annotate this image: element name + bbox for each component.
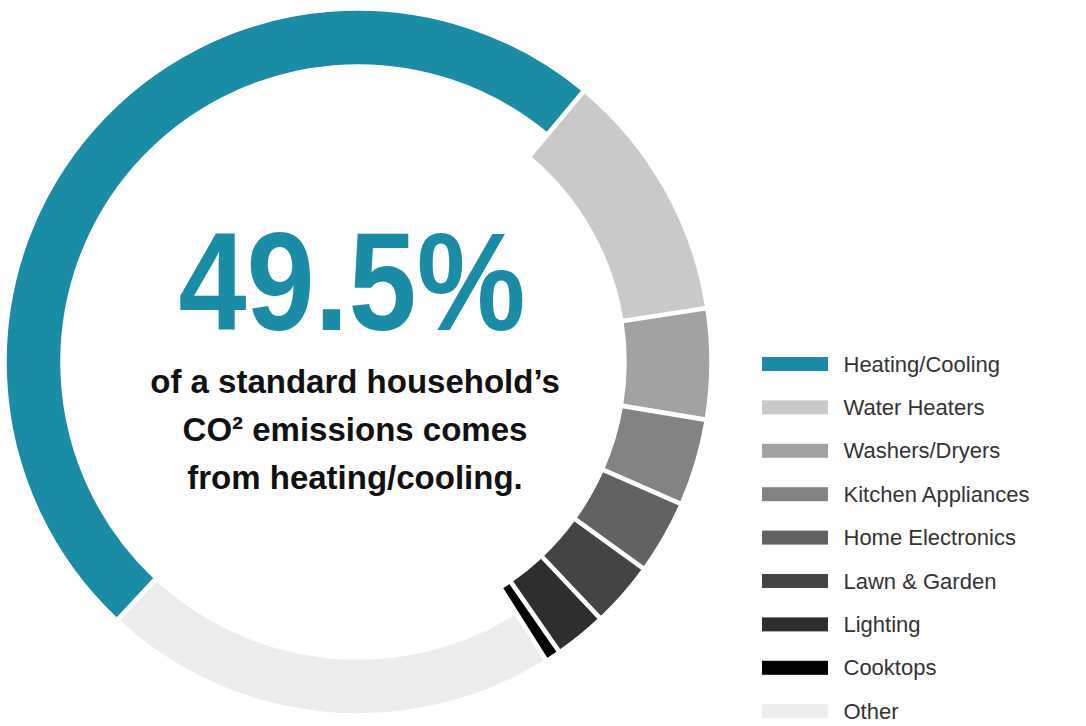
svg-text:Heating/Cooling: Heating/Cooling <box>844 352 1001 377</box>
svg-text:Washers/Dryers: Washers/Dryers <box>844 438 1001 463</box>
svg-text:CO² emissions comes: CO² emissions comes <box>183 411 528 448</box>
svg-text:Other: Other <box>844 699 899 724</box>
svg-text:49.5%: 49.5% <box>179 203 526 360</box>
svg-text:Cooktops: Cooktops <box>844 655 937 680</box>
svg-text:Home Electronics: Home Electronics <box>844 525 1016 550</box>
svg-text:Lawn & Garden: Lawn & Garden <box>844 569 997 594</box>
svg-text:of a standard household’s: of a standard household’s <box>150 363 560 400</box>
svg-text:Water Heaters: Water Heaters <box>844 395 985 420</box>
svg-text:Lighting: Lighting <box>844 612 921 637</box>
svg-text:from heating/cooling.: from heating/cooling. <box>187 459 523 496</box>
svg-text:Kitchen Appliances: Kitchen Appliances <box>844 482 1030 507</box>
